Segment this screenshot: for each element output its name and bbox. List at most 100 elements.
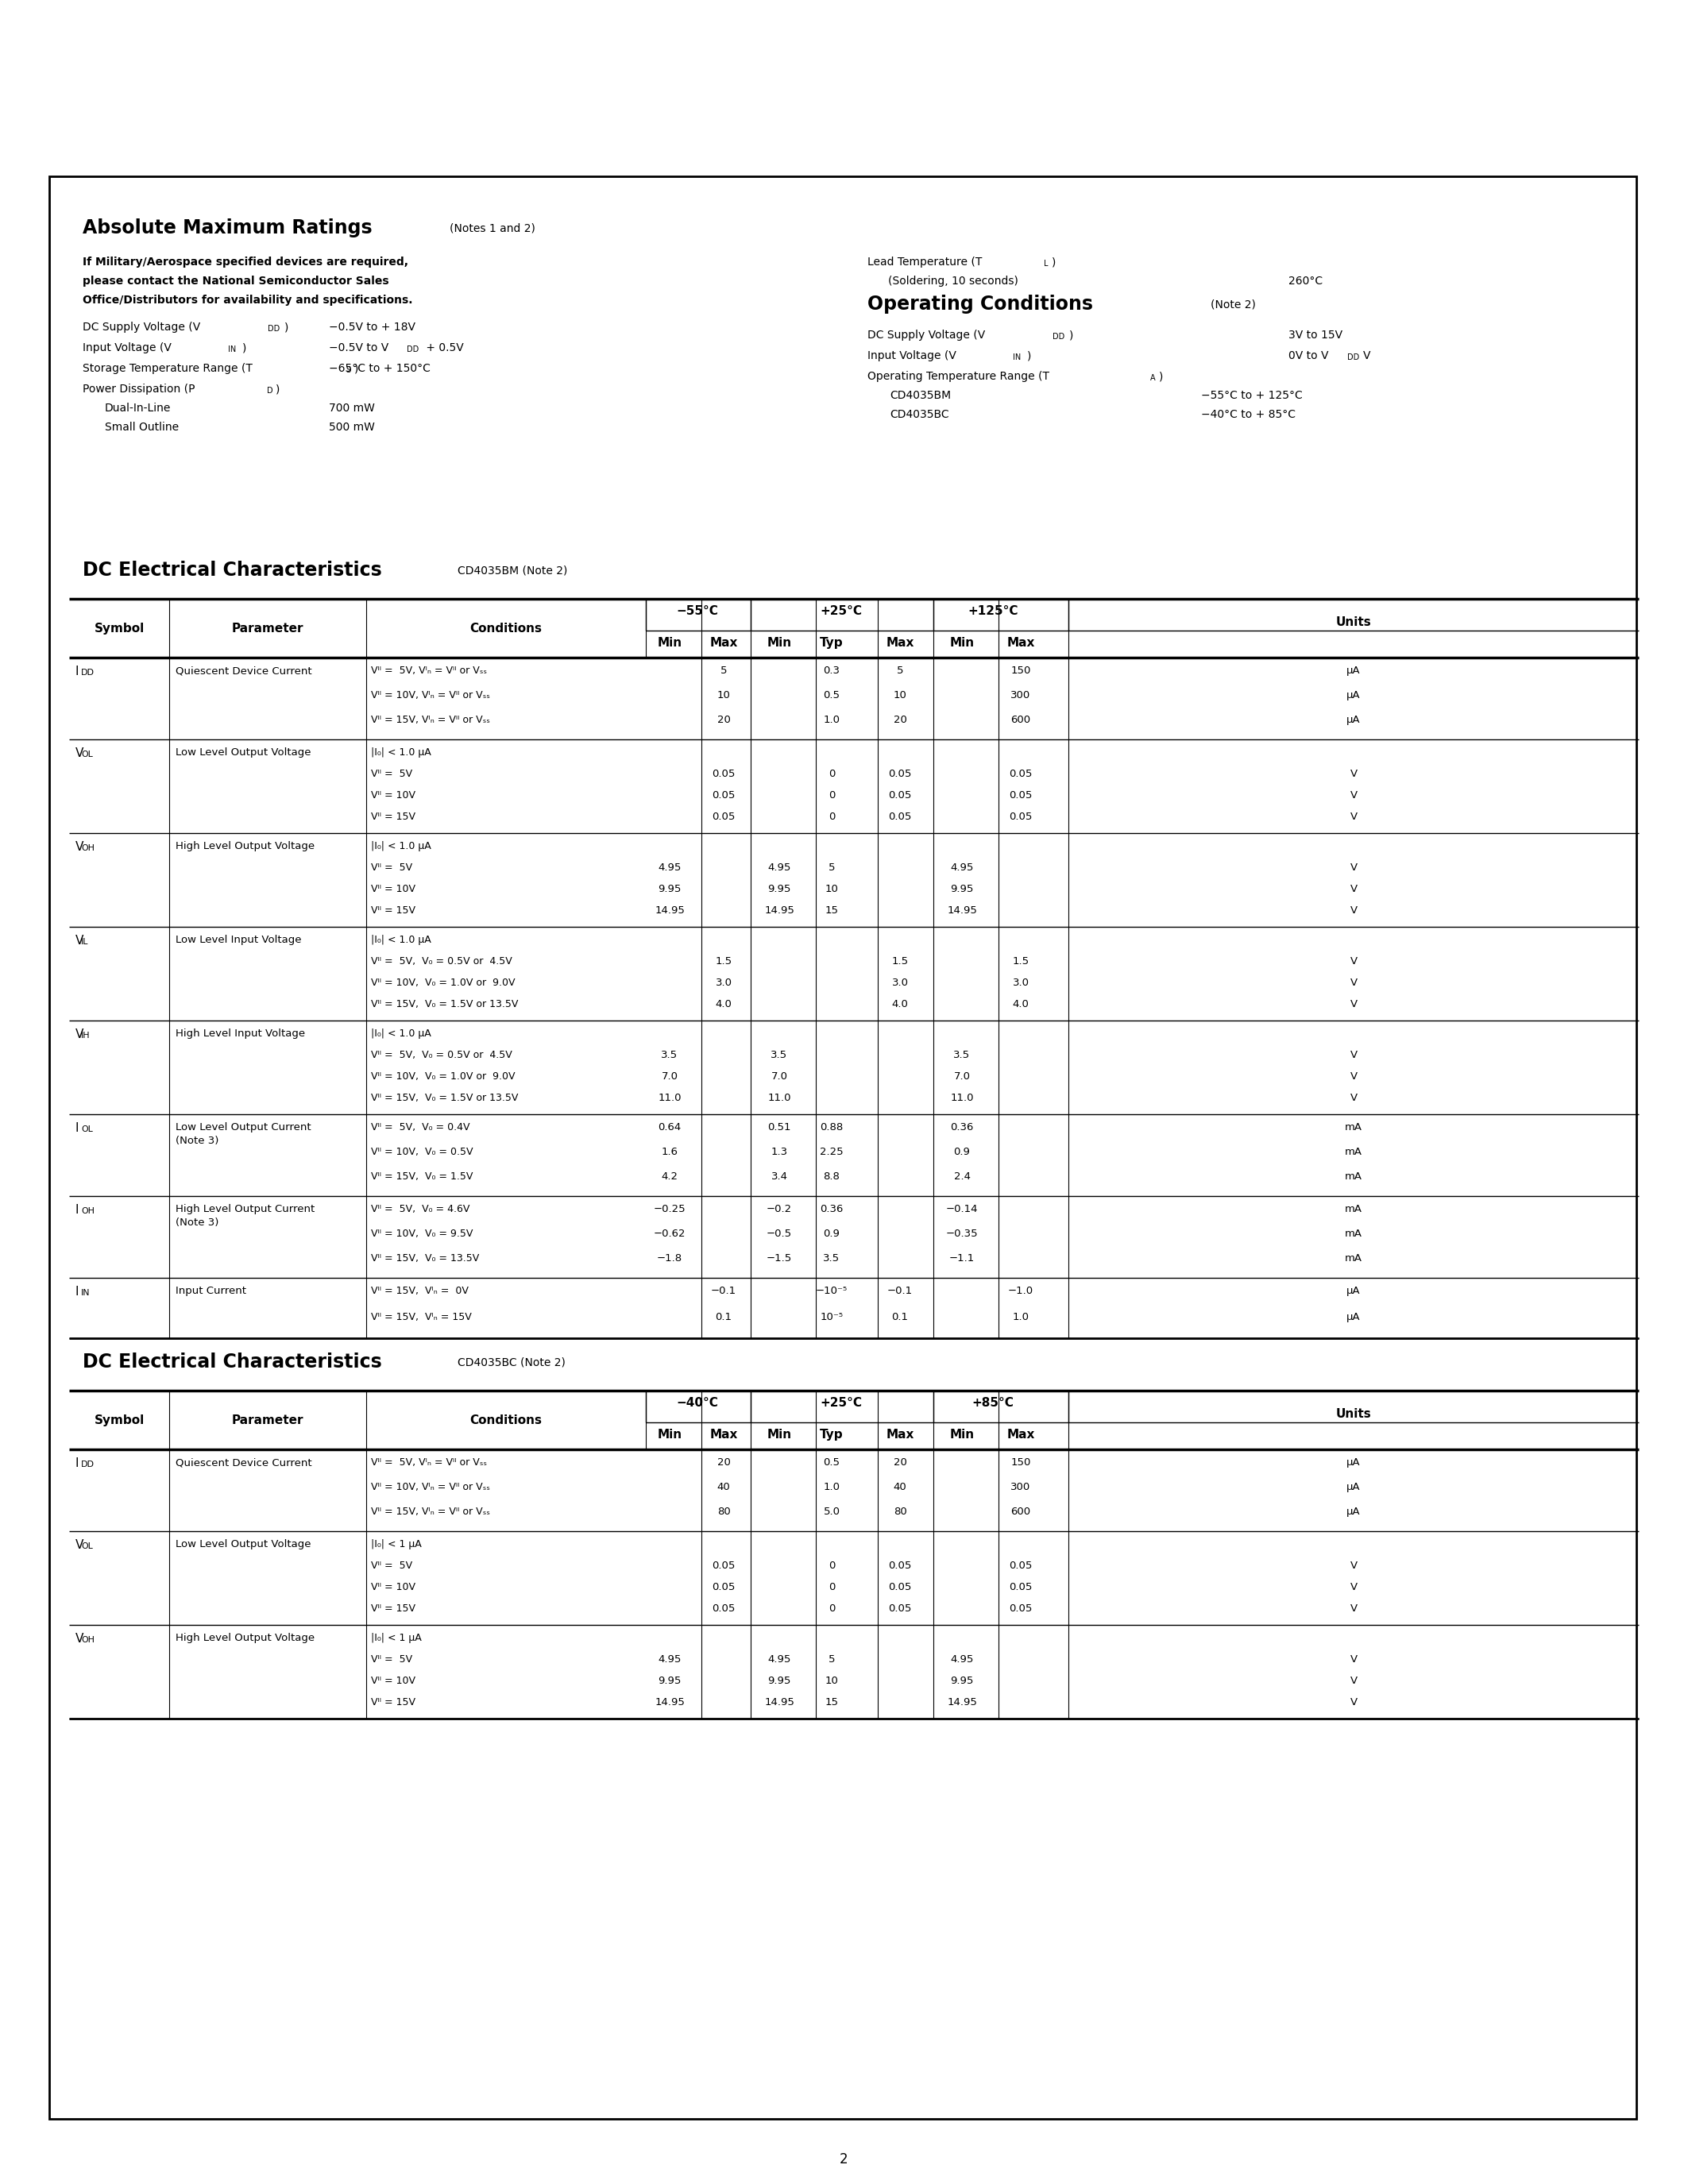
Text: 2.25: 2.25 bbox=[820, 1147, 844, 1158]
Text: Vᴵᴵ = 10V, Vᴵₙ = Vᴵᴵ or Vₛₛ: Vᴵᴵ = 10V, Vᴵₙ = Vᴵᴵ or Vₛₛ bbox=[371, 1483, 490, 1492]
Text: 10⁻⁵: 10⁻⁵ bbox=[820, 1313, 844, 1321]
Text: V: V bbox=[1350, 863, 1357, 874]
Text: High Level Output Voltage: High Level Output Voltage bbox=[176, 1634, 314, 1642]
Text: V: V bbox=[76, 841, 84, 854]
Text: −1.8: −1.8 bbox=[657, 1254, 682, 1265]
Text: μA: μA bbox=[1347, 1457, 1361, 1468]
Text: 0.88: 0.88 bbox=[820, 1123, 844, 1133]
Text: mA: mA bbox=[1345, 1171, 1362, 1182]
Text: 2.4: 2.4 bbox=[954, 1171, 971, 1182]
Text: 0.05: 0.05 bbox=[712, 812, 736, 821]
Text: 14.95: 14.95 bbox=[655, 906, 685, 915]
Text: Vᴵᴵ = 15V,  Vᴵₙ =  0V: Vᴵᴵ = 15V, Vᴵₙ = 0V bbox=[371, 1286, 469, 1295]
Text: ): ) bbox=[1026, 349, 1031, 360]
Text: 0.05: 0.05 bbox=[712, 769, 736, 780]
Text: −0.35: −0.35 bbox=[945, 1230, 977, 1238]
Text: Max: Max bbox=[1006, 638, 1035, 649]
Text: 9.95: 9.95 bbox=[950, 885, 974, 893]
Text: 0.05: 0.05 bbox=[888, 791, 912, 802]
Text: DD: DD bbox=[407, 345, 419, 354]
Text: 1.0: 1.0 bbox=[824, 714, 841, 725]
Text: Conditions: Conditions bbox=[469, 1413, 542, 1426]
Text: 4.0: 4.0 bbox=[1013, 998, 1030, 1009]
Text: V: V bbox=[1350, 1697, 1357, 1708]
Text: −0.1: −0.1 bbox=[888, 1286, 913, 1295]
Text: 4.2: 4.2 bbox=[662, 1171, 679, 1182]
Text: 0.3: 0.3 bbox=[824, 666, 841, 675]
Text: Vᴵᴵ = 15V,  V₀ = 1.5V or 13.5V: Vᴵᴵ = 15V, V₀ = 1.5V or 13.5V bbox=[371, 998, 518, 1009]
Text: 300: 300 bbox=[1011, 1483, 1031, 1492]
Text: |I₀| < 1.0 μA: |I₀| < 1.0 μA bbox=[371, 747, 430, 758]
Text: μA: μA bbox=[1347, 1483, 1361, 1492]
Text: Vᴵᴵ = 10V,  V₀ = 0.5V: Vᴵᴵ = 10V, V₀ = 0.5V bbox=[371, 1147, 473, 1158]
Text: V: V bbox=[1350, 769, 1357, 780]
Text: V: V bbox=[1350, 885, 1357, 893]
Text: −0.25: −0.25 bbox=[653, 1203, 685, 1214]
Text: Vᴵᴵ = 15V: Vᴵᴵ = 15V bbox=[371, 1697, 415, 1708]
Text: μA: μA bbox=[1347, 690, 1361, 701]
Text: mA: mA bbox=[1345, 1230, 1362, 1238]
Text: CD4035BC: CD4035BC bbox=[890, 408, 949, 419]
Text: 40: 40 bbox=[717, 1483, 731, 1492]
Text: Vᴵᴵ =  5V,  V₀ = 0.4V: Vᴵᴵ = 5V, V₀ = 0.4V bbox=[371, 1123, 469, 1133]
Text: 14.95: 14.95 bbox=[765, 1697, 795, 1708]
Text: 0: 0 bbox=[829, 769, 836, 780]
Text: 10: 10 bbox=[825, 885, 839, 893]
Text: 15: 15 bbox=[825, 1697, 839, 1708]
Text: Dual-In-Line: Dual-In-Line bbox=[105, 402, 170, 413]
Text: 0.64: 0.64 bbox=[658, 1123, 682, 1133]
Text: 80: 80 bbox=[717, 1507, 731, 1518]
Text: Vᴵᴵ =  5V, Vᴵₙ = Vᴵᴵ or Vₛₛ: Vᴵᴵ = 5V, Vᴵₙ = Vᴵᴵ or Vₛₛ bbox=[371, 666, 486, 675]
Text: −0.5V to V: −0.5V to V bbox=[329, 343, 388, 354]
Text: 0.05: 0.05 bbox=[712, 1603, 736, 1614]
Text: 4.0: 4.0 bbox=[716, 998, 733, 1009]
Text: 3.0: 3.0 bbox=[891, 978, 908, 987]
Text: Low Level Output Voltage: Low Level Output Voltage bbox=[176, 747, 311, 758]
Text: Parameter: Parameter bbox=[231, 622, 304, 636]
Text: 0.9: 0.9 bbox=[954, 1147, 971, 1158]
Text: 0.05: 0.05 bbox=[712, 791, 736, 802]
Text: OL: OL bbox=[81, 751, 93, 758]
Text: μA: μA bbox=[1347, 1286, 1361, 1295]
Text: Conditions: Conditions bbox=[469, 622, 542, 636]
Text: 20: 20 bbox=[893, 714, 906, 725]
Text: DC Electrical Characteristics: DC Electrical Characteristics bbox=[83, 561, 381, 579]
Text: 4.0: 4.0 bbox=[891, 998, 908, 1009]
Text: Operating Temperature Range (T: Operating Temperature Range (T bbox=[868, 371, 1050, 382]
Text: (Soldering, 10 seconds): (Soldering, 10 seconds) bbox=[888, 275, 1018, 286]
Text: Small Outline: Small Outline bbox=[105, 422, 179, 432]
Text: 0.05: 0.05 bbox=[1009, 1581, 1033, 1592]
Text: Symbol: Symbol bbox=[95, 1413, 143, 1426]
Text: Max: Max bbox=[886, 638, 915, 649]
Text: Vᴵᴵ = 10V: Vᴵᴵ = 10V bbox=[371, 885, 415, 893]
Text: Vᴵᴵ = 10V,  V₀ = 1.0V or  9.0V: Vᴵᴵ = 10V, V₀ = 1.0V or 9.0V bbox=[371, 1072, 515, 1081]
Text: 0.05: 0.05 bbox=[712, 1581, 736, 1592]
Text: 0: 0 bbox=[829, 1603, 836, 1614]
Text: Min: Min bbox=[657, 1428, 682, 1441]
Text: V: V bbox=[1350, 1051, 1357, 1059]
Text: 8.8: 8.8 bbox=[824, 1171, 841, 1182]
Text: High Level Output Voltage: High Level Output Voltage bbox=[176, 841, 314, 852]
Text: μA: μA bbox=[1347, 714, 1361, 725]
Text: Units: Units bbox=[1335, 616, 1371, 629]
Text: 80: 80 bbox=[893, 1507, 906, 1518]
Text: V: V bbox=[1350, 1072, 1357, 1081]
Text: IH: IH bbox=[81, 1031, 91, 1040]
Text: −0.5: −0.5 bbox=[766, 1230, 792, 1238]
Text: 4.95: 4.95 bbox=[768, 1653, 792, 1664]
Text: −0.1: −0.1 bbox=[711, 1286, 736, 1295]
Text: Vᴵᴵ =  5V: Vᴵᴵ = 5V bbox=[371, 1653, 412, 1664]
Text: 3.5: 3.5 bbox=[662, 1051, 679, 1059]
Text: 1.3: 1.3 bbox=[771, 1147, 788, 1158]
Text: I: I bbox=[76, 1203, 79, 1216]
Text: DC Supply Voltage (V: DC Supply Voltage (V bbox=[868, 330, 986, 341]
Text: Min: Min bbox=[950, 638, 974, 649]
Text: Low Level Input Voltage: Low Level Input Voltage bbox=[176, 935, 302, 946]
Text: Units: Units bbox=[1335, 1409, 1371, 1420]
Text: 1.5: 1.5 bbox=[716, 957, 733, 968]
Text: 0.05: 0.05 bbox=[1009, 769, 1033, 780]
Text: DC Electrical Characteristics: DC Electrical Characteristics bbox=[83, 1352, 381, 1372]
Text: OL: OL bbox=[81, 1125, 93, 1133]
Text: −55°C: −55°C bbox=[677, 605, 719, 618]
Text: 11.0: 11.0 bbox=[768, 1092, 792, 1103]
